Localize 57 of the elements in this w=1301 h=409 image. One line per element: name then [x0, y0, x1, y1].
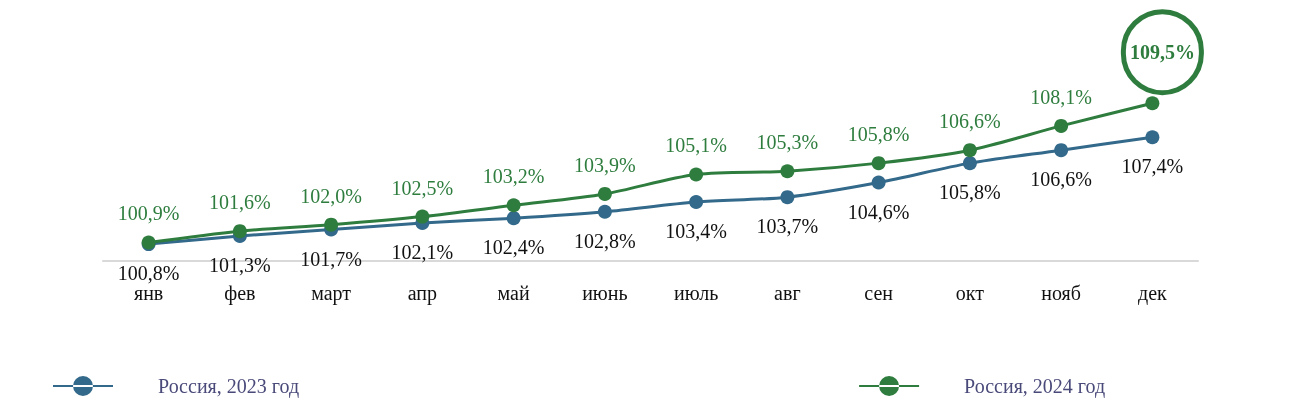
data-label: 100,9%	[117, 202, 180, 225]
data-label: 103,4%	[665, 219, 727, 242]
data-label: 102,8%	[574, 229, 636, 252]
x-tick-label: июль	[674, 282, 719, 304]
x-tick-label: авг	[774, 282, 801, 304]
data-label: 104,6%	[847, 200, 910, 223]
data-label: 109,5%	[1129, 41, 1195, 64]
data-label: 105,1%	[665, 134, 727, 157]
data-label: 103,7%	[756, 215, 819, 238]
x-tick-label: окт	[955, 282, 985, 304]
x-tick-label: дек	[1137, 282, 1168, 305]
data-label: 105,8%	[939, 181, 1001, 204]
point	[1054, 118, 1069, 133]
x-tick-label: март	[311, 282, 352, 305]
data-label: 103,2%	[482, 165, 545, 188]
x-tick-label: май	[497, 282, 530, 304]
x-tick-label: янв	[133, 282, 164, 304]
data-label: 106,6%	[1030, 168, 1092, 191]
data-label: 100,8%	[117, 262, 180, 285]
data-label: 103,9%	[574, 153, 636, 176]
data-label: 105,3%	[756, 131, 819, 154]
point	[871, 175, 886, 190]
point	[324, 217, 339, 232]
point	[506, 211, 521, 226]
legend-label: Россия, 2024 год	[964, 375, 1106, 398]
data-label: 106,6%	[939, 110, 1001, 133]
data-label: 105,8%	[847, 123, 910, 146]
point	[962, 143, 977, 158]
point	[780, 190, 795, 205]
x-tick-label: фев	[224, 282, 256, 305]
data-label: 101,6%	[209, 191, 271, 214]
point	[1054, 143, 1069, 158]
point	[597, 204, 612, 219]
data-label: 102,4%	[482, 236, 545, 259]
x-tick-label: июнь	[582, 282, 628, 304]
point	[597, 186, 612, 201]
point	[1145, 96, 1160, 111]
data-label: 107,4%	[1121, 155, 1184, 178]
legend-label: Россия, 2023 год	[158, 375, 300, 398]
x-tick-label: нояб	[1041, 282, 1081, 304]
point	[689, 167, 704, 182]
point	[871, 156, 886, 171]
data-label: 101,7%	[300, 247, 362, 270]
data-label: 101,3%	[209, 254, 271, 276]
point	[232, 224, 247, 239]
point	[506, 198, 521, 213]
point	[689, 195, 704, 209]
x-tick-label: апр	[407, 282, 438, 305]
data-label: 108,1%	[1030, 85, 1092, 108]
data-label: 102,0%	[300, 184, 362, 207]
point	[780, 164, 795, 179]
x-tick-label: сен	[864, 282, 894, 304]
point	[962, 156, 977, 171]
point	[415, 209, 430, 224]
point	[1145, 130, 1160, 145]
data-label: 102,5%	[391, 176, 454, 199]
data-label: 102,1%	[391, 241, 454, 264]
